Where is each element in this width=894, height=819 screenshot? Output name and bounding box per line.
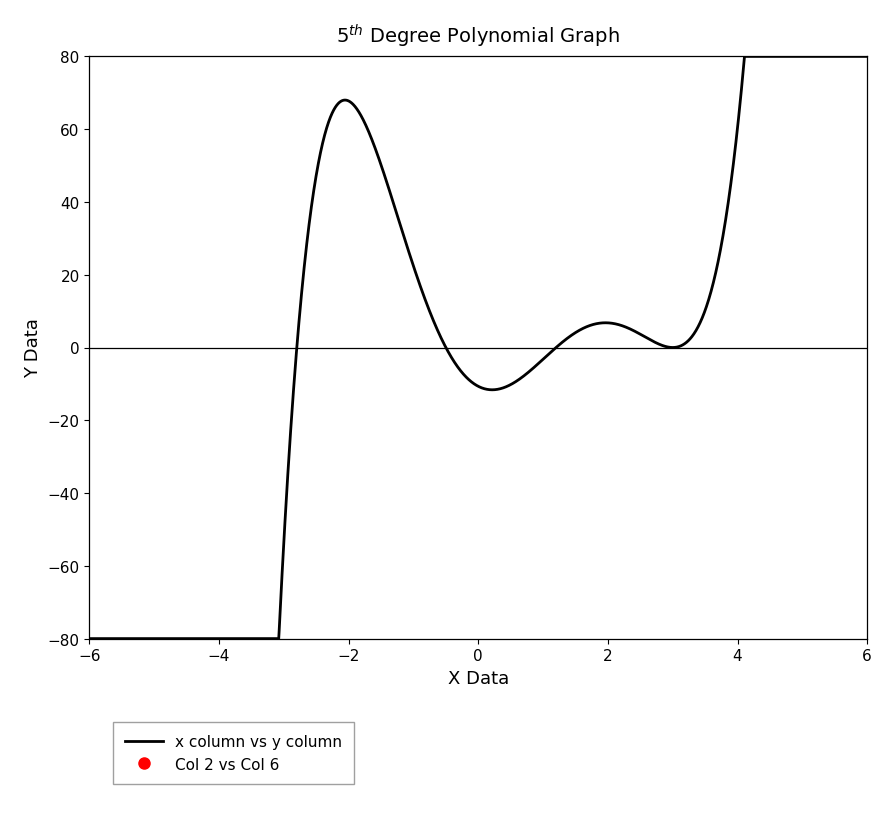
x column vs y column xyxy=(383,181,393,191)
x column vs y column xyxy=(739,52,750,62)
Y-axis label: Y Data: Y Data xyxy=(24,318,42,378)
x column vs y column xyxy=(84,634,95,644)
x column vs y column xyxy=(763,52,773,62)
x column vs y column xyxy=(416,285,426,295)
x column vs y column xyxy=(862,52,873,62)
Legend: x column vs y column, Col 2 vs Col 6: x column vs y column, Col 2 vs Col 6 xyxy=(113,722,354,784)
x column vs y column xyxy=(173,634,183,644)
Title: 5$^{th}$ Degree Polynomial Graph: 5$^{th}$ Degree Polynomial Graph xyxy=(336,23,620,50)
x column vs y column xyxy=(219,634,230,644)
x column vs y column xyxy=(847,52,857,62)
X-axis label: X Data: X Data xyxy=(448,669,509,687)
Line: x column vs y column: x column vs y column xyxy=(89,57,867,639)
